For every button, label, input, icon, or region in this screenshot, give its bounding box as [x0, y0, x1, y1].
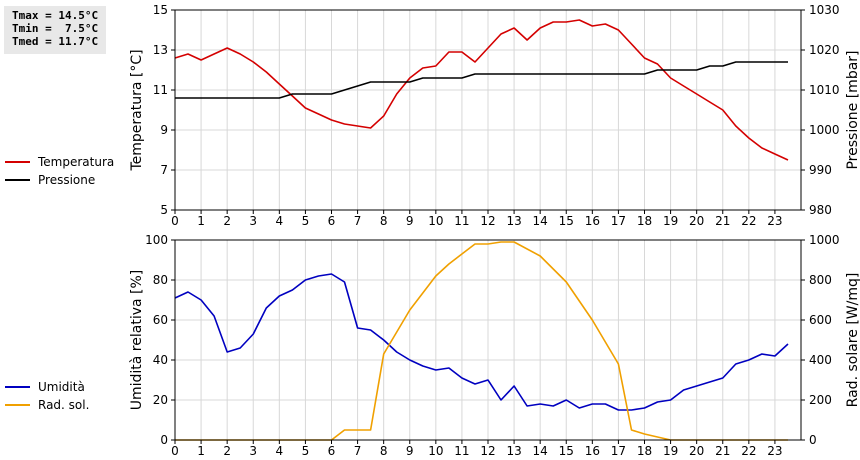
x-tick-label: 1	[197, 444, 205, 458]
stat-tmin: Tmin = 7.5°C	[12, 22, 99, 35]
legend-label: Umidità	[38, 380, 85, 394]
x-tick-label: 12	[480, 444, 495, 458]
y-tick-label: 15	[153, 3, 168, 17]
y-axis-title: Temperatura [°C]	[129, 49, 145, 171]
legend-label: Pressione	[38, 173, 95, 187]
x-tick-label: 17	[611, 444, 626, 458]
y2-tick-label: 1030	[809, 3, 840, 17]
x-tick-label: 2	[223, 214, 231, 228]
y-tick-label: 5	[160, 203, 168, 217]
y-tick-label: 11	[153, 83, 168, 97]
y2-axis-title: Pressione [mbar]	[845, 50, 860, 169]
x-tick-label: 13	[506, 214, 521, 228]
series-line-rad-sol-	[175, 241, 788, 441]
y2-tick-label: 800	[809, 273, 832, 287]
y2-tick-label: 1010	[809, 83, 840, 97]
y2-tick-label: 600	[809, 313, 832, 327]
series-line-pressione	[175, 61, 788, 99]
x-tick-label: 8	[380, 214, 388, 228]
x-tick-label: 17	[611, 214, 626, 228]
x-tick-label: 7	[354, 214, 362, 228]
x-tick-label: 9	[406, 444, 414, 458]
series-line-umidit-	[174, 273, 789, 411]
x-tick-label: 19	[663, 444, 678, 458]
y2-tick-label: 990	[809, 163, 832, 177]
x-tick-label: 19	[663, 214, 678, 228]
x-tick-label: 16	[585, 214, 600, 228]
y-tick-label: 100	[145, 233, 168, 247]
x-tick-label: 9	[406, 214, 414, 228]
y-tick-label: 80	[153, 273, 168, 287]
y2-tick-label: 0	[809, 433, 817, 447]
x-tick-label: 13	[506, 444, 521, 458]
x-tick-label: 22	[741, 444, 756, 458]
y2-axis-title: Rad. solare [W/mq]	[845, 273, 860, 408]
x-tick-label: 3	[249, 444, 257, 458]
y-tick-label: 13	[153, 43, 168, 57]
x-tick-label: 15	[559, 214, 574, 228]
x-tick-label: 22	[741, 214, 756, 228]
x-tick-label: 6	[328, 214, 336, 228]
legend-label: Rad. sol.	[38, 398, 89, 412]
x-tick-label: 20	[689, 444, 704, 458]
x-tick-label: 18	[637, 214, 652, 228]
stat-tmax: Tmax = 14.5°C	[12, 9, 99, 22]
x-tick-label: 7	[354, 444, 362, 458]
y-tick-label: 9	[160, 123, 168, 137]
x-tick-label: 21	[715, 444, 730, 458]
x-tick-label: 23	[767, 444, 782, 458]
y-tick-label: 40	[153, 353, 168, 367]
x-tick-label: 11	[454, 444, 469, 458]
x-tick-label: 1	[197, 214, 205, 228]
y-axis-title: Umidità relativa [%]	[129, 270, 145, 411]
x-tick-label: 4	[276, 214, 284, 228]
stats-box: Tmax = 14.5°C Tmin = 7.5°C Tmed = 11.7°C	[4, 6, 106, 54]
x-tick-label: 5	[302, 214, 310, 228]
x-tick-label: 10	[428, 444, 443, 458]
y-tick-label: 0	[160, 433, 168, 447]
x-tick-label: 20	[689, 214, 704, 228]
x-tick-label: 21	[715, 214, 730, 228]
x-tick-label: 18	[637, 444, 652, 458]
x-tick-label: 10	[428, 214, 443, 228]
x-tick-label: 6	[328, 444, 336, 458]
x-tick-label: 23	[767, 214, 782, 228]
y-tick-label: 60	[153, 313, 168, 327]
series-line-temperatura	[174, 19, 789, 161]
x-tick-label: 12	[480, 214, 495, 228]
x-tick-label: 2	[223, 444, 231, 458]
x-tick-label: 14	[533, 214, 548, 228]
y2-tick-label: 400	[809, 353, 832, 367]
x-tick-label: 16	[585, 444, 600, 458]
y2-tick-label: 1020	[809, 43, 840, 57]
x-tick-label: 0	[171, 214, 179, 228]
x-tick-label: 14	[533, 444, 548, 458]
x-tick-label: 5	[302, 444, 310, 458]
y2-tick-label: 200	[809, 393, 832, 407]
x-tick-label: 15	[559, 444, 574, 458]
y2-tick-label: 1000	[809, 123, 840, 137]
stat-tmed: Tmed = 11.7°C	[12, 35, 99, 48]
y2-tick-label: 1000	[809, 233, 840, 247]
x-tick-label: 3	[249, 214, 257, 228]
y-tick-label: 7	[160, 163, 168, 177]
x-tick-label: 4	[276, 444, 284, 458]
y2-tick-label: 980	[809, 203, 832, 217]
legend-label: Temperatura	[37, 155, 114, 169]
y-tick-label: 20	[153, 393, 168, 407]
x-tick-label: 8	[380, 444, 388, 458]
x-tick-label: 11	[454, 214, 469, 228]
x-tick-label: 0	[171, 444, 179, 458]
